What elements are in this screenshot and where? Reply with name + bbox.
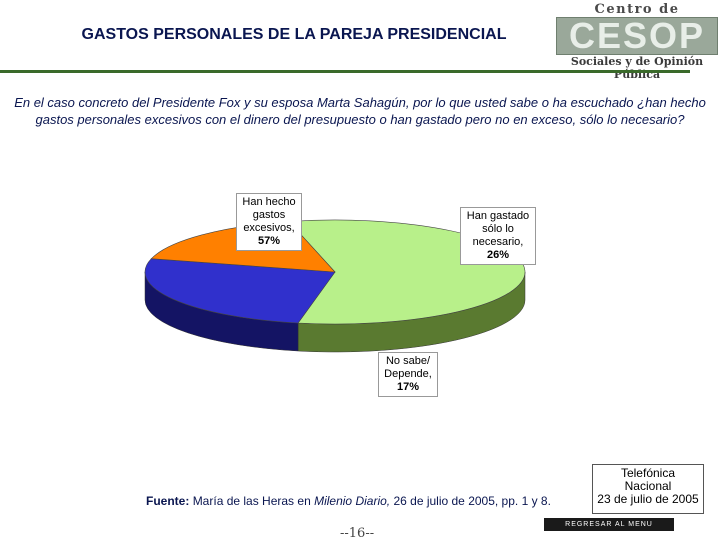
survey-question: En el caso concreto del Presidente Fox y… — [14, 95, 706, 127]
back-to-menu-button[interactable]: REGRESAR AL MENU PRINCIPAL — [544, 518, 674, 541]
logo-mark-text: CESOP — [568, 15, 706, 56]
label-excessive-text: Han hecho gastos excesivos, — [242, 196, 296, 234]
label-necessary-text: Han gastado sólo lo necesario, — [466, 210, 530, 248]
source-note: Fuente: María de las Heras en Milenio Di… — [146, 494, 551, 508]
label-excessive-pct: 57% — [257, 235, 281, 247]
source-tail: 26 de julio de 2005, pp. 1 y 8. — [393, 494, 551, 508]
cesop-logo: Centro de Estudios CESOP Sociales y de O… — [556, 2, 718, 81]
page-number: --16-- — [340, 526, 375, 541]
label-dont-know-text: No sabe/ Depende, — [384, 355, 432, 380]
source-text: María de las Heras en — [192, 494, 311, 508]
source-publication: Milenio Diario, — [314, 494, 391, 508]
poll-scope: Nacional — [624, 479, 672, 493]
label-excessive: Han hecho gastos excesivos, 57% — [236, 193, 302, 251]
label-dont-know-pct: 17% — [396, 381, 420, 393]
poll-date: 23 de julio de 2005 — [597, 492, 699, 506]
poll-type: Telefónica — [620, 466, 676, 480]
poll-info-box: Telefónica Nacional 23 de julio de 2005 — [592, 464, 704, 514]
page-title: GASTOS PERSONALES DE LA PAREJA PRESIDENC… — [81, 26, 507, 43]
label-dont-know: No sabe/ Depende, 17% — [378, 352, 438, 397]
header-divider — [0, 70, 690, 73]
source-head: Fuente: — [146, 494, 190, 508]
logo-mark: CESOP — [556, 17, 718, 55]
label-necessary-pct: 26% — [486, 249, 510, 261]
label-necessary: Han gastado sólo lo necesario, 26% — [460, 207, 536, 265]
pie-slice-necessary — [144, 258, 336, 324]
